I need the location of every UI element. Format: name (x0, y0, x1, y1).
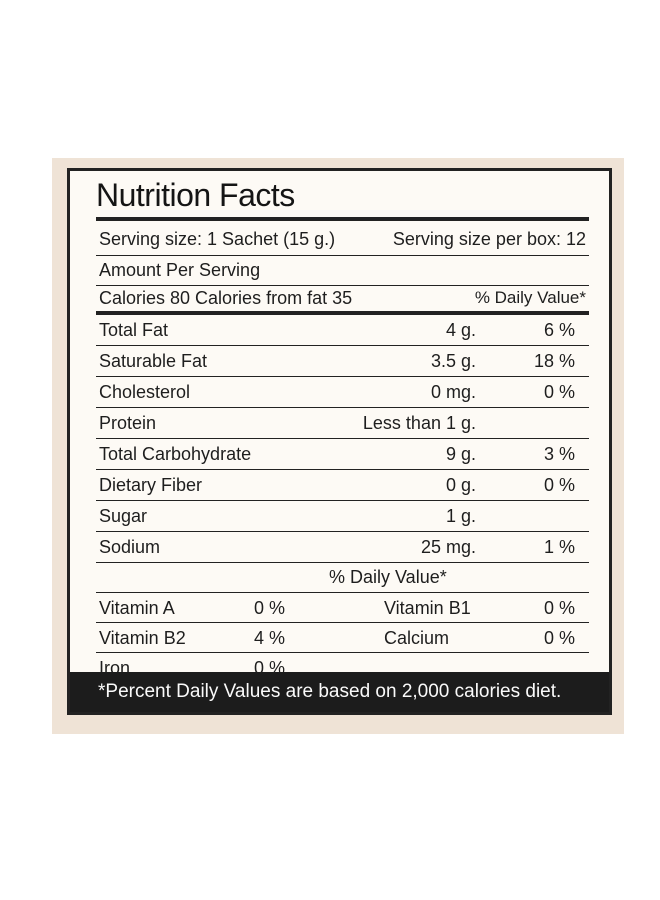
amount-per-serving-row: Amount Per Serving (96, 256, 589, 284)
nutrient-row: Dietary Fiber 0 g. 0 % (96, 471, 589, 499)
nutrient-amount: 25 mg. (420, 537, 476, 557)
vitamin-row: Vitamin B2 4 % Calcium 0 % (96, 624, 589, 652)
divider (96, 622, 589, 623)
nutrient-amount: 3.5 g. (430, 351, 476, 371)
nutrient-daily-value: 3 % (543, 444, 575, 464)
nutrient-amount: 1 g. (445, 506, 476, 526)
nutrition-label: Nutrition Facts Serving size: 1 Sachet (… (67, 168, 612, 715)
nutrient-row: Total Fat 4 g. 6 % (96, 316, 589, 344)
nutrient-amount: 0 mg. (430, 382, 476, 402)
nutrient-name: Sugar (99, 506, 148, 526)
nutrient-name: Total Carbohydrate (99, 444, 252, 464)
divider (96, 652, 589, 653)
nutrient-amount: 4 g. (445, 320, 476, 340)
divider (96, 438, 589, 439)
serving-row: Serving size: 1 Sachet (15 g.) Serving s… (96, 225, 589, 253)
divider (96, 531, 589, 532)
serving-size: Serving size: 1 Sachet (15 g.) (99, 229, 336, 249)
nutrient-name: Protein (99, 413, 157, 433)
vitamin-row: Vitamin A 0 % Vitamin B1 0 % (96, 594, 589, 622)
divider-thick (96, 217, 589, 221)
nutrient-name: Saturable Fat (99, 351, 208, 371)
nutrient-name: Cholesterol (99, 382, 191, 402)
nutrient-daily-value: 18 % (533, 351, 575, 371)
nutrient-daily-value: 0 % (543, 475, 575, 495)
vitamin-daily-value: 0 % (543, 628, 575, 648)
divider (96, 562, 589, 563)
vitamin-daily-value: 4 % (254, 628, 286, 648)
nutrient-name: Sodium (99, 537, 161, 557)
label-title: Nutrition Facts (96, 177, 295, 213)
vitamin-name: Vitamin B2 (99, 628, 186, 648)
divider-thick (96, 311, 589, 315)
divider (96, 592, 589, 593)
nutrient-daily-value: 0 % (543, 382, 575, 402)
nutrient-daily-value: 1 % (543, 537, 575, 557)
serving-per-box: Serving size per box: 12 (392, 229, 586, 249)
divider (96, 500, 589, 501)
divider (96, 376, 589, 377)
vitamins-daily-value-header: % Daily Value* (329, 567, 447, 587)
divider (96, 345, 589, 346)
nutrient-name: Total Fat (99, 320, 169, 340)
vitamin-daily-value: 0 % (543, 598, 575, 618)
nutrient-amount: Less than 1 g. (362, 413, 476, 433)
footnote-bar: *Percent Daily Values are based on 2,000… (70, 672, 609, 712)
nutrient-row: Saturable Fat 3.5 g. 18 % (96, 347, 589, 375)
divider (96, 407, 589, 408)
divider (96, 285, 589, 286)
vitamin-daily-value: 0 % (254, 598, 286, 618)
amount-per-serving: Amount Per Serving (99, 260, 261, 280)
nutrient-row: Sugar 1 g. (96, 502, 589, 530)
nutrient-row: Cholesterol 0 mg. 0 % (96, 378, 589, 406)
nutrient-name: Dietary Fiber (99, 475, 203, 495)
divider (96, 255, 589, 256)
nutrient-row: Total Carbohydrate 9 g. 3 % (96, 440, 589, 468)
vitamin-name: Calcium (384, 628, 450, 648)
divider (96, 469, 589, 470)
vitamin-name: Vitamin B1 (384, 598, 471, 618)
nutrient-amount: 9 g. (445, 444, 476, 464)
calories-line: Calories 80 Calories from fat 35 (99, 288, 353, 308)
daily-value-header: % Daily Value* (474, 288, 586, 307)
nutrient-row: Sodium 25 mg. 1 % (96, 533, 589, 561)
nutrient-daily-value: 6 % (543, 320, 575, 340)
calories-row: Calories 80 Calories from fat 35 % Daily… (96, 284, 589, 312)
nutrient-row: Protein Less than 1 g. (96, 409, 589, 437)
vitamin-name: Vitamin A (99, 598, 175, 618)
vitamins-header-row: % Daily Value* (96, 563, 589, 591)
nutrient-amount: 0 g. (445, 475, 476, 495)
footnote: *Percent Daily Values are based on 2,000… (98, 681, 562, 702)
